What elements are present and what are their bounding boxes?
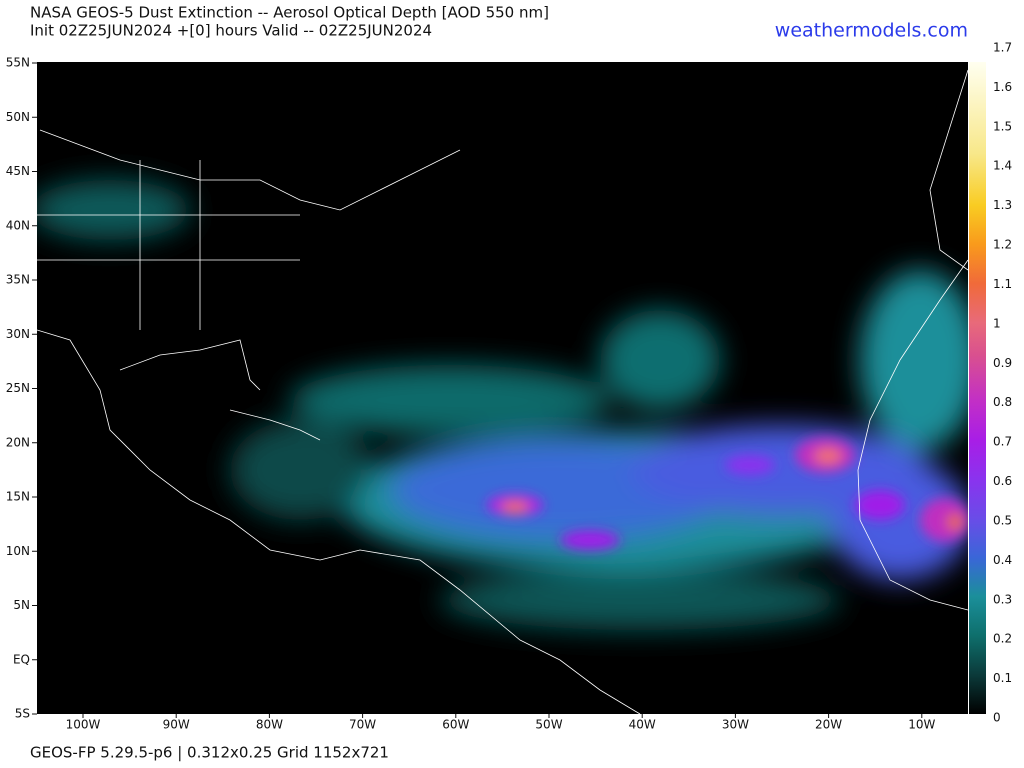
coastlines xyxy=(37,69,968,714)
colorbar-tick-label: 0.3 xyxy=(993,592,1012,606)
colorbar-tick-label: 1.3 xyxy=(993,198,1012,212)
dust-core xyxy=(487,437,968,550)
colorbar-tick-label: 1.7 xyxy=(993,41,1012,55)
colorbar-tick-label: 0.4 xyxy=(993,553,1012,567)
colorbar-tick-label: 1.5 xyxy=(993,119,1012,133)
colorbar xyxy=(969,62,986,714)
lon-label: 70W xyxy=(349,718,376,732)
title: NASA GEOS-5 Dust Extinction -- Aerosol O… xyxy=(30,4,549,22)
subtitle: Init 02Z25JUN2024 +[0] hours Valid -- 02… xyxy=(30,22,432,40)
lat-label: 5S xyxy=(15,707,30,721)
lon-label: 20W xyxy=(815,718,842,732)
lon-label: 90W xyxy=(163,718,190,732)
dust-plume xyxy=(37,180,968,630)
colorbar-tick-label: 1.1 xyxy=(993,277,1012,291)
lon-label: 10W xyxy=(908,718,935,732)
lat-label: 35N xyxy=(6,273,30,287)
colorbar-tick-label: 0 xyxy=(993,711,1001,725)
colorbar-tick-label: 0.9 xyxy=(993,356,1012,370)
lat-label: 20N xyxy=(6,435,30,449)
lat-label: 25N xyxy=(6,381,30,395)
colorbar-tick-label: 0.2 xyxy=(993,632,1012,646)
lat-label: 40N xyxy=(6,218,30,232)
colorbar-tick-label: 1.2 xyxy=(993,238,1012,252)
lon-label: 40W xyxy=(629,718,656,732)
lat-label: 50N xyxy=(6,110,30,124)
lon-label: 50W xyxy=(535,718,562,732)
colorbar-tick-label: 0.5 xyxy=(993,513,1012,527)
lat-label: EQ xyxy=(13,652,30,666)
lat-label: 10N xyxy=(6,544,30,558)
lon-label: 30W xyxy=(722,718,749,732)
lat-label: 55N xyxy=(6,56,30,70)
colorbar-tick-label: 1.6 xyxy=(993,80,1012,94)
colorbar-tick-label: 1 xyxy=(993,316,1001,330)
lat-label: 30N xyxy=(6,327,30,341)
map xyxy=(37,62,968,714)
lat-label: 15N xyxy=(6,490,30,504)
footer: GEOS-FP 5.29.5-p6 | 0.312x0.25 Grid 1152… xyxy=(30,744,389,762)
colorbar-tick-label: 0.8 xyxy=(993,395,1012,409)
lon-label: 100W xyxy=(66,718,101,732)
colorbar-tick-label: 0.1 xyxy=(993,671,1012,685)
lat-label: 5N xyxy=(13,598,30,612)
colorbar-tick-label: 0.6 xyxy=(993,474,1012,488)
colorbar-tick-label: 0.7 xyxy=(993,435,1012,449)
colorbar-tick-label: 1.4 xyxy=(993,159,1012,173)
lon-label: 80W xyxy=(256,718,283,732)
brand: weathermodels.com xyxy=(775,20,968,42)
lat-label: 45N xyxy=(6,164,30,178)
lon-label: 60W xyxy=(442,718,469,732)
